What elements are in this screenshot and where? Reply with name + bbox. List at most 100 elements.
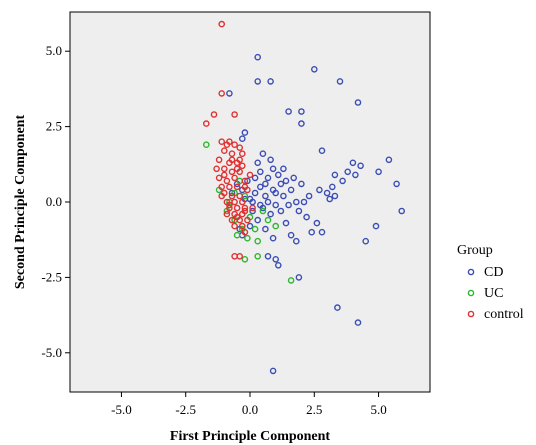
data-point-control — [220, 147, 228, 154]
data-point-control — [249, 204, 256, 212]
data-point-uc — [244, 234, 251, 242]
data-point-control — [215, 174, 223, 182]
data-point-control — [231, 111, 238, 118]
data-point-cd — [287, 186, 295, 194]
data-point-cd — [354, 99, 362, 106]
data-point-cd — [246, 222, 254, 230]
data-point-cd — [280, 192, 287, 200]
data-point-cd — [269, 186, 277, 194]
data-point-cd — [328, 183, 336, 191]
data-point-control — [238, 198, 246, 206]
data-point-cd — [357, 162, 364, 170]
legend-label-control: control — [484, 307, 524, 322]
data-point-control — [244, 216, 251, 224]
data-point-cd — [254, 216, 262, 224]
data-point-control — [210, 111, 218, 118]
data-point-cd — [287, 231, 295, 239]
data-point-control — [226, 204, 233, 212]
data-point-control — [241, 177, 249, 185]
data-point-cd — [256, 201, 264, 209]
data-point-cd — [277, 180, 285, 188]
data-point-control — [228, 216, 236, 224]
data-point-cd — [282, 219, 290, 227]
y-tick-label: -5.0 — [41, 345, 62, 360]
data-point-cd — [385, 156, 393, 164]
data-point-cd — [262, 180, 269, 188]
data-point-cd — [310, 66, 318, 73]
data-point-cd — [331, 171, 339, 179]
data-point-control — [226, 183, 233, 191]
data-point-cd — [272, 255, 280, 263]
data-point-uc — [202, 141, 210, 148]
data-point-cd — [336, 78, 344, 85]
data-point-cd — [285, 108, 292, 115]
data-point-cd — [393, 180, 400, 188]
data-point-control — [228, 156, 236, 164]
data-point-cd — [298, 180, 305, 188]
y-tick-label: 2.5 — [46, 119, 62, 134]
data-point-cd — [272, 201, 280, 209]
data-point-uc — [233, 231, 241, 239]
data-point-uc — [254, 252, 262, 260]
data-point-control — [223, 210, 231, 218]
data-point-control — [238, 162, 246, 170]
data-point-cd — [262, 192, 269, 200]
x-axis: -5.0 -2.5 0.0 2.5 5.0 — [111, 392, 387, 417]
data-point-control — [233, 204, 241, 212]
data-point-cd — [298, 108, 305, 115]
data-point-cd — [228, 189, 236, 197]
data-point-control — [233, 183, 241, 191]
data-point-control — [244, 186, 251, 194]
data-point-control — [236, 156, 243, 164]
data-point-cd — [292, 198, 300, 206]
data-point-cd — [331, 192, 339, 200]
data-point-cd — [349, 159, 357, 167]
data-point-cd — [285, 201, 292, 209]
data-point-control — [236, 144, 243, 151]
data-point-control — [233, 213, 241, 221]
data-point-cd — [303, 213, 310, 221]
data-point-control — [231, 141, 238, 148]
data-point-cd — [326, 195, 334, 203]
data-point-cd — [305, 192, 313, 200]
data-point-cd — [318, 147, 326, 154]
data-point-uc — [259, 207, 267, 215]
data-point-cd — [375, 168, 382, 176]
data-point-control — [231, 222, 238, 230]
legend-marker-control — [467, 310, 475, 318]
data-point-control — [241, 207, 249, 215]
data-point-cd — [256, 183, 264, 191]
data-point-cd — [267, 156, 274, 164]
data-point-cd — [398, 207, 406, 215]
data-point-cd — [238, 135, 246, 142]
data-point-cd — [249, 198, 256, 206]
data-point-cd — [269, 234, 277, 242]
data-point-cd — [295, 274, 303, 281]
data-point-cd — [256, 168, 264, 176]
legend-marker-uc — [467, 289, 475, 297]
data-point-cd — [251, 189, 259, 197]
data-point-control — [241, 204, 249, 212]
data-point-control — [213, 165, 220, 173]
data-point-cd — [298, 120, 305, 127]
y-tick-label: -2.5 — [41, 269, 62, 284]
data-point-cd — [362, 237, 370, 245]
data-point-cd — [267, 78, 274, 85]
data-point-control — [241, 228, 249, 236]
data-point-cd — [264, 174, 272, 182]
data-point-control — [218, 183, 225, 191]
data-point-cd — [267, 210, 274, 218]
data-point-control — [218, 90, 225, 97]
data-point-cd — [354, 319, 362, 326]
data-point-control — [246, 171, 254, 179]
data-point-cd — [323, 189, 331, 197]
data-point-cd — [244, 177, 251, 185]
data-point-control — [202, 120, 210, 127]
legend-title: Group — [457, 243, 493, 258]
data-point-control — [231, 198, 238, 206]
data-point-control — [228, 168, 236, 176]
data-point-cd — [334, 304, 341, 311]
x-axis-title: First Principle Component — [170, 429, 331, 444]
data-point-control — [236, 192, 243, 200]
